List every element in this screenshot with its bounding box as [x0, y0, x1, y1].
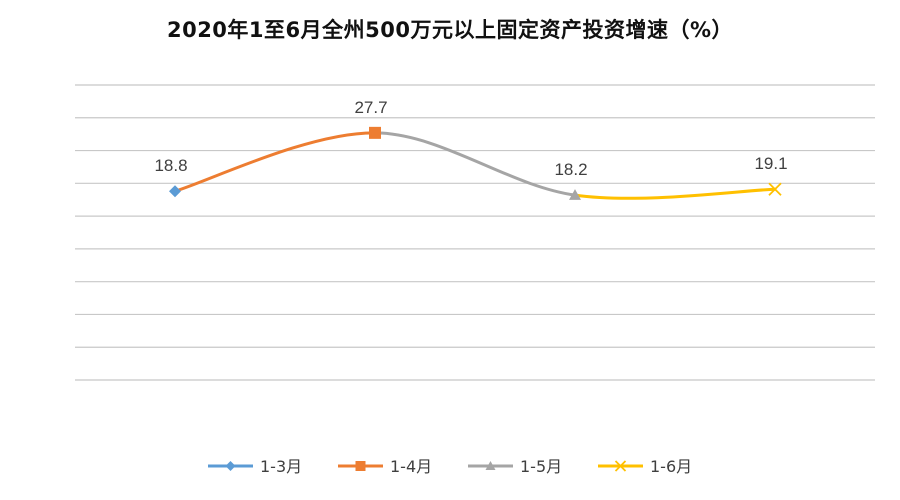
- x-stroke: [614, 460, 627, 472]
- data-markers: [169, 126, 782, 200]
- legend: 1-3月 1-4月 1-5月 1-6月: [208, 457, 692, 476]
- series-lines: [173, 131, 777, 200]
- series-line-1: [173, 131, 377, 193]
- series-line-2: [373, 131, 577, 197]
- legend-label: 1-6月: [650, 457, 692, 476]
- data-label-2: 27.7: [354, 98, 387, 117]
- data-label-4: 19.1: [754, 154, 787, 173]
- data-labels: 18.8 27.7 18.2 19.1: [154, 98, 787, 179]
- x-stroke: [768, 182, 782, 196]
- legend-label: 1-4月: [390, 457, 432, 476]
- legend-marker: [614, 460, 627, 472]
- legend-label: 1-5月: [520, 457, 562, 476]
- legend-label: 1-3月: [260, 457, 302, 476]
- data-point-4: [768, 182, 782, 196]
- data-label-1: 18.8: [154, 156, 187, 175]
- legend-item-1: 1-3月: [208, 457, 302, 476]
- chart-title: 2020年1至6月全州500万元以上固定资产投资增速（%）: [166, 18, 734, 42]
- legend-item-2: 1-4月: [338, 457, 432, 476]
- legend-item-3: 1-5月: [468, 457, 562, 476]
- legend-marker: [355, 461, 366, 471]
- legend-item-4: 1-6月: [598, 457, 692, 476]
- legend-marker: [485, 461, 496, 470]
- gridlines: [75, 84, 875, 381]
- data-point-2: [369, 126, 381, 139]
- series-line-3: [573, 187, 777, 200]
- legend-marker: [225, 461, 236, 471]
- data-point-3: [569, 189, 581, 200]
- data-point-1: [169, 185, 181, 198]
- data-label-3: 18.2: [554, 160, 587, 179]
